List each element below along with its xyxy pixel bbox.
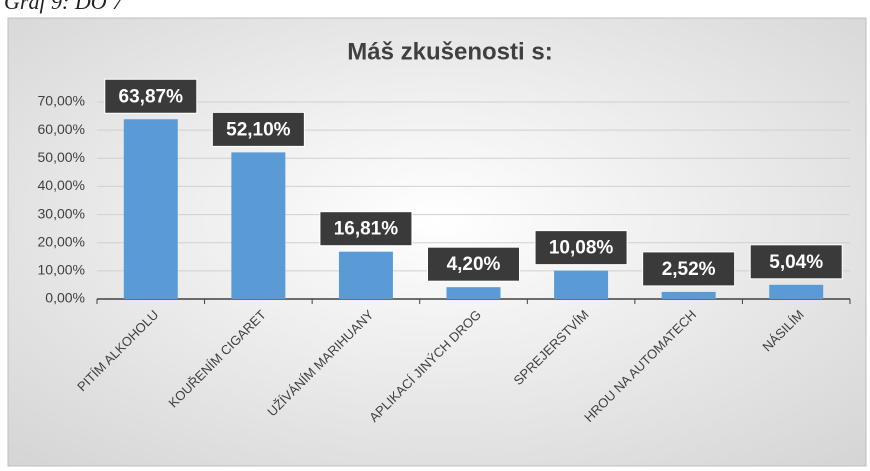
chart-title: Máš zkušenosti s: <box>347 38 552 65</box>
data-label-box <box>211 111 305 147</box>
y-tick-label: 30,00% <box>38 205 85 221</box>
data-label-box <box>104 78 198 114</box>
data-label: 52,10% <box>226 119 291 140</box>
bar <box>231 152 286 299</box>
caption: Graf 9: DO 7 <box>4 0 124 14</box>
data-label: 10,08% <box>549 238 614 259</box>
data-label: 16,81% <box>334 219 399 240</box>
y-tick-label: 50,00% <box>38 149 85 165</box>
bar <box>554 270 609 299</box>
data-label-box <box>534 230 628 266</box>
bar <box>446 287 501 299</box>
data-label-box <box>642 251 736 287</box>
y-tick-label: 0,00% <box>45 290 85 306</box>
data-label-box <box>427 246 520 282</box>
y-tick-label: 40,00% <box>38 177 85 193</box>
y-tick-label: 20,00% <box>38 233 85 249</box>
data-label-box <box>319 211 413 247</box>
data-label-box <box>749 244 843 280</box>
data-label: 4,20% <box>447 254 501 275</box>
data-label: 5,04% <box>769 252 823 273</box>
bar <box>769 284 824 299</box>
data-label: 63,87% <box>119 86 184 107</box>
data-label: 2,52% <box>662 259 716 280</box>
bar <box>338 251 393 299</box>
bar <box>661 291 716 299</box>
y-tick-label: 10,00% <box>38 262 85 278</box>
y-tick-label: 70,00% <box>38 93 85 109</box>
bar <box>123 119 178 299</box>
y-tick-label: 60,00% <box>38 121 85 137</box>
